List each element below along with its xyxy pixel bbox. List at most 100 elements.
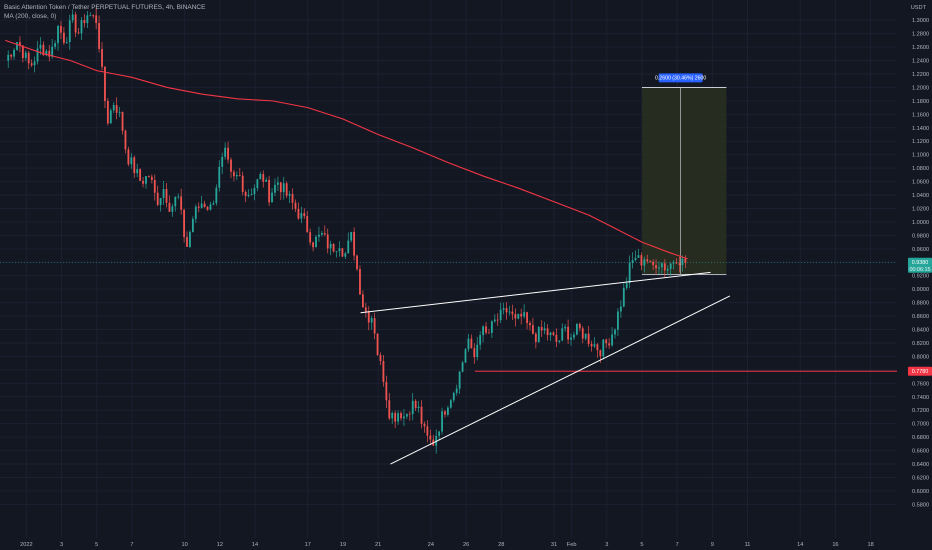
candle-body [537,327,540,342]
price-tick-label: 0.6000 [912,489,929,495]
candle-body [578,323,581,329]
candle-body [197,206,200,208]
candle-body [112,105,115,111]
price-tick-label: 0.6800 [912,435,929,441]
time-axis[interactable]: 2022 3 5 7 10 12 14 17 19 21 24 26 28 31 Feb 3 5 7 9 11 14 16… [0,538,932,550]
price-tick-label: 1.0800 [912,166,929,172]
candle-body [359,269,361,295]
candle-body [617,311,619,330]
candle-body [218,166,221,188]
time-tick-label: 18 [868,542,874,548]
candle-body [42,44,45,56]
candle-body [660,263,663,268]
candle-body [274,184,276,193]
candle-body [646,259,649,262]
plot-area[interactable]: 0.2600 (30.46%) 2600 [0,0,897,538]
candle-body [552,332,555,335]
candle-body [361,294,364,308]
candle-body [479,335,482,345]
symbol-title[interactable]: Basic Attention Token / Tether PERPETUAL… [4,4,206,11]
candle-body [276,182,279,185]
price-tick-label: 0.8400 [912,328,929,334]
candle-body [605,339,608,344]
candle-body [666,268,669,271]
candle-body [68,20,71,42]
candle-body [570,337,572,340]
candle-body [159,197,162,205]
candle-body [405,413,408,417]
candle-body [104,66,106,101]
candle-body [376,333,379,355]
price-axis[interactable]: USDT 1.3000 1.2800 1.2600 1.2400 1.2200 1.2000… [897,0,932,550]
candle-body [282,183,285,193]
candle-body [388,400,391,419]
candle-body [658,267,660,269]
price-tick-label: 0.5800 [912,502,929,508]
candle-body [326,234,329,249]
candle-body [426,426,429,436]
price-tick-label: 0.9600 [912,247,929,253]
candle-body [502,308,505,310]
moving-average-line [5,39,688,260]
candle-body [244,191,247,196]
price-tick-label: 1.0400 [912,193,929,199]
price-tick-label: 0.8800 [912,301,929,307]
time-tick-label: 2022 [20,542,32,548]
candle-body [672,262,675,264]
candle-body [206,207,209,210]
candle-body [297,208,300,219]
time-tick-label: 19 [340,542,346,548]
candle-body [356,255,358,270]
price-tick-label: 1.3000 [912,18,929,24]
candle-body [400,413,402,419]
candle-body [640,255,643,266]
candle-body [619,306,622,312]
candle-body [652,261,655,265]
candle-body [649,261,652,263]
candle-body [36,48,39,62]
candle-body [408,413,411,415]
candle-body [71,14,74,21]
candle-body [614,329,616,335]
candle-body [587,333,590,344]
candle-body [467,338,470,350]
candle-body [335,251,338,252]
candle-body [65,41,68,43]
candle-body [514,314,517,319]
candle-body [341,248,344,257]
measure-label: 0.2600 (30.46%) 2600 [655,76,706,82]
candle-body [7,54,10,61]
indicator-label[interactable]: MA (200, close, 0) [4,13,57,20]
candle-body [235,175,238,177]
candle-body [581,328,584,339]
candle-body [303,213,306,217]
candle-body [83,20,86,24]
candle-body [323,233,326,235]
candle-body [95,15,98,24]
candle-body [549,332,552,336]
candle-body [39,44,42,49]
candle-body [332,243,335,252]
candle-body [209,204,212,210]
candle-body [608,343,611,346]
candle-body [203,203,206,208]
candle-body [19,42,21,46]
candle-body [86,15,89,24]
candle-body [127,149,130,165]
candle-body [101,48,103,67]
candle-body [593,344,596,347]
candle-body [306,216,309,233]
time-tick-label: 9 [711,542,714,548]
candle-body [397,413,399,422]
price-tick-label: 1.1200 [912,139,929,145]
candle-body [224,147,227,157]
candle-body [16,42,18,50]
candle-body [517,313,520,319]
candle-body [379,354,382,362]
measure-box [641,87,727,275]
time-tick-label: 26 [463,542,469,548]
time-tick-label: 3 [60,542,63,548]
price-tick-label: 0.7400 [912,395,929,401]
